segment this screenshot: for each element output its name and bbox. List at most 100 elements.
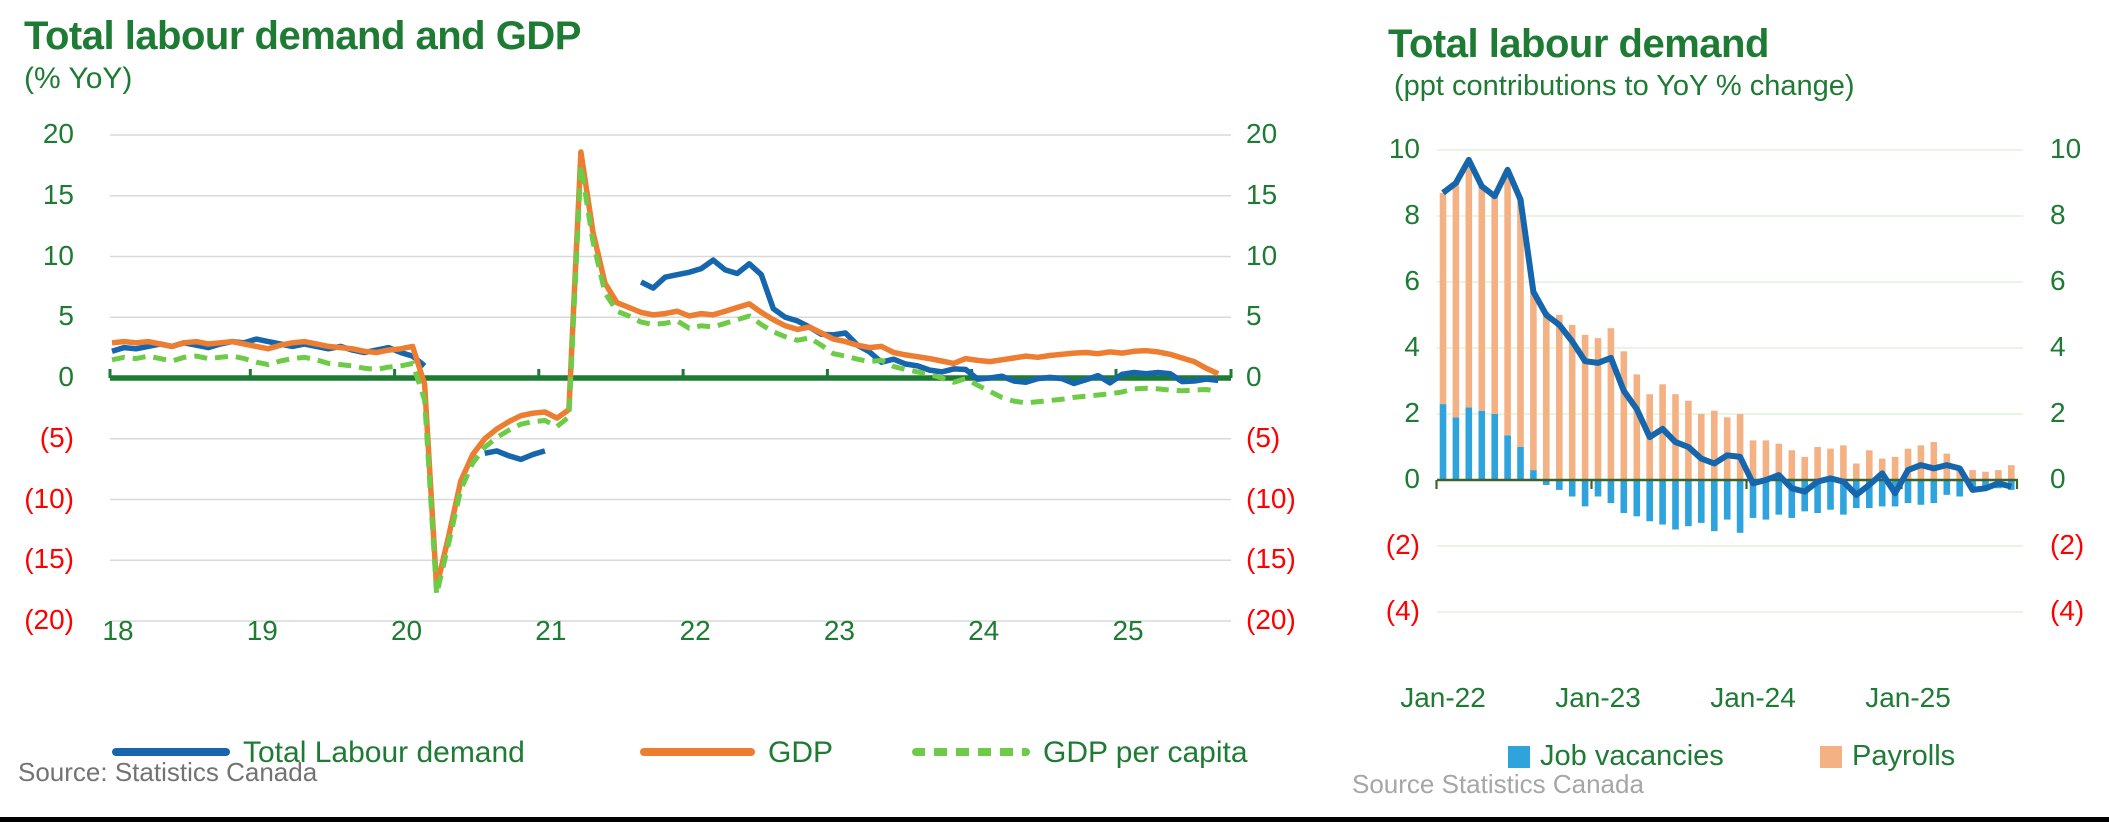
left-source-text: Source: Statistics Canada — [18, 757, 318, 787]
y-axis-label-right: 10 — [1246, 239, 1278, 271]
bar-payrolls — [1568, 324, 1576, 480]
bar-job-vacancies — [1607, 480, 1615, 504]
bar-payrolls — [1840, 445, 1847, 480]
bar-job-vacancies — [1568, 480, 1576, 497]
bar-job-vacancies — [1620, 480, 1628, 513]
y-axis-label-left: (20) — [24, 604, 74, 635]
bar-payrolls — [1866, 450, 1873, 480]
bar-payrolls — [1581, 334, 1589, 480]
bar-payrolls — [1672, 394, 1679, 480]
y-axis-label-left: (2) — [1385, 529, 1420, 560]
bar-payrolls — [1749, 440, 1757, 480]
y-axis-label-right: 0 — [2050, 463, 2066, 494]
bar-payrolls — [1685, 400, 1692, 480]
y-axis-label-right: 4 — [2050, 331, 2066, 362]
bar-job-vacancies — [1827, 480, 1834, 510]
bar-job-vacancies — [1801, 480, 1808, 512]
y-axis-label-left: 15 — [42, 178, 74, 210]
right-chart-subtitle: (ppt contributions to YoY % change) — [1394, 70, 1855, 102]
legend-swatch-gdp — [640, 748, 755, 756]
y-axis-label-left: 0 — [58, 361, 74, 392]
y-axis-label-right: (2) — [2050, 529, 2085, 560]
x-axis-label: 23 — [823, 615, 856, 646]
bar-job-vacancies — [1788, 480, 1796, 518]
bar-job-vacancies — [1439, 404, 1447, 480]
bar-job-vacancies — [1878, 480, 1886, 507]
bar-payrolls — [1736, 414, 1744, 480]
x-axis-label: Jan-22 — [1400, 682, 1486, 713]
bar-payrolls — [1969, 470, 1976, 480]
bar-job-vacancies — [1543, 480, 1550, 485]
bar-payrolls — [1814, 447, 1821, 480]
legend-label-payrolls: Payrolls — [1852, 740, 1956, 772]
y-axis-label-left: 10 — [42, 239, 74, 271]
legend-chip-payrolls — [1820, 746, 1842, 768]
bar-payrolls — [1775, 443, 1783, 480]
bar-payrolls — [1827, 448, 1834, 480]
y-axis-label-right: (4) — [2050, 595, 2085, 626]
bar-job-vacancies — [1478, 410, 1486, 480]
bar-payrolls — [1762, 440, 1770, 480]
bar-job-vacancies — [1775, 480, 1783, 515]
bar-job-vacancies — [1762, 480, 1770, 520]
y-axis-label-left: 8 — [1404, 199, 1420, 230]
y-axis-label-left: 5 — [58, 300, 74, 332]
bar-payrolls — [1556, 315, 1563, 480]
y-axis-label-right: 20 — [1246, 118, 1278, 149]
legend-label-job-vacancies: Job vacancies — [1540, 740, 1724, 772]
series-line-gdp — [111, 149, 1220, 590]
y-axis-label-right: (20) — [1246, 604, 1296, 635]
bar-job-vacancies — [1917, 480, 1925, 505]
x-axis-label: 25 — [1112, 615, 1144, 646]
x-axis-label: 18 — [102, 615, 134, 646]
y-axis-label-left: 10 — [1388, 133, 1420, 164]
bar-job-vacancies — [1672, 480, 1679, 530]
right-source-text: Source Statistics Canada — [1352, 769, 1644, 799]
y-axis-label-right: 0 — [1246, 361, 1262, 392]
legend-label-gdp-per-capita: GDP per capita — [1043, 736, 1248, 769]
bar-payrolls — [1478, 186, 1486, 411]
bar-payrolls — [1594, 338, 1602, 480]
series-line-total-labour-demand-contrib — [1441, 156, 2013, 498]
y-axis-label-left: 6 — [1404, 265, 1420, 296]
y-axis-label-right: (10) — [1246, 482, 1296, 514]
bar-job-vacancies — [1633, 480, 1641, 517]
legend-swatch-gdp-per-capita — [912, 748, 1030, 756]
y-axis-label-right: (5) — [1246, 421, 1281, 453]
bar-payrolls — [1517, 199, 1524, 447]
bar-job-vacancies — [1723, 480, 1731, 520]
y-axis-label-right: 5 — [1246, 300, 1262, 332]
y-axis-label-left: (4) — [1385, 595, 1420, 626]
bar-job-vacancies — [1904, 480, 1912, 504]
legend-swatch-total-labour-demand — [112, 748, 230, 756]
bar-payrolls — [1891, 456, 1899, 480]
bar-job-vacancies — [1504, 435, 1511, 480]
bar-payrolls — [1723, 417, 1731, 480]
bar-payrolls — [1504, 169, 1511, 436]
bar-job-vacancies — [1982, 480, 1989, 489]
left-chart-title: Total labour demand and GDP — [24, 14, 581, 58]
bar-job-vacancies — [1530, 470, 1537, 480]
bar-job-vacancies — [1711, 480, 1718, 532]
x-axis-label: Jan-23 — [1555, 682, 1641, 713]
y-axis-label-right: 8 — [2050, 199, 2066, 230]
x-axis-label: 21 — [535, 615, 567, 646]
bar-payrolls — [1801, 456, 1808, 480]
bar-payrolls — [1711, 410, 1718, 480]
bar-job-vacancies — [1736, 480, 1744, 533]
bar-payrolls — [1698, 414, 1705, 480]
bar-job-vacancies — [1491, 414, 1498, 480]
bar-payrolls — [1530, 291, 1537, 471]
y-axis-label-left: (10) — [24, 482, 74, 514]
x-axis-label: 24 — [968, 615, 1000, 646]
left-chart-subtitle: (% YoY) — [24, 62, 133, 95]
y-axis-label-left: (5) — [39, 421, 74, 453]
bar-job-vacancies — [1594, 480, 1602, 497]
bar-payrolls — [1930, 442, 1938, 480]
y-axis-label-right: 6 — [2050, 265, 2066, 296]
legend-label-total-labour-demand: Total Labour demand — [243, 736, 525, 769]
right-chart-title: Total labour demand — [1388, 22, 1769, 66]
bar-payrolls — [1982, 471, 1989, 480]
bar-payrolls — [1620, 351, 1628, 480]
